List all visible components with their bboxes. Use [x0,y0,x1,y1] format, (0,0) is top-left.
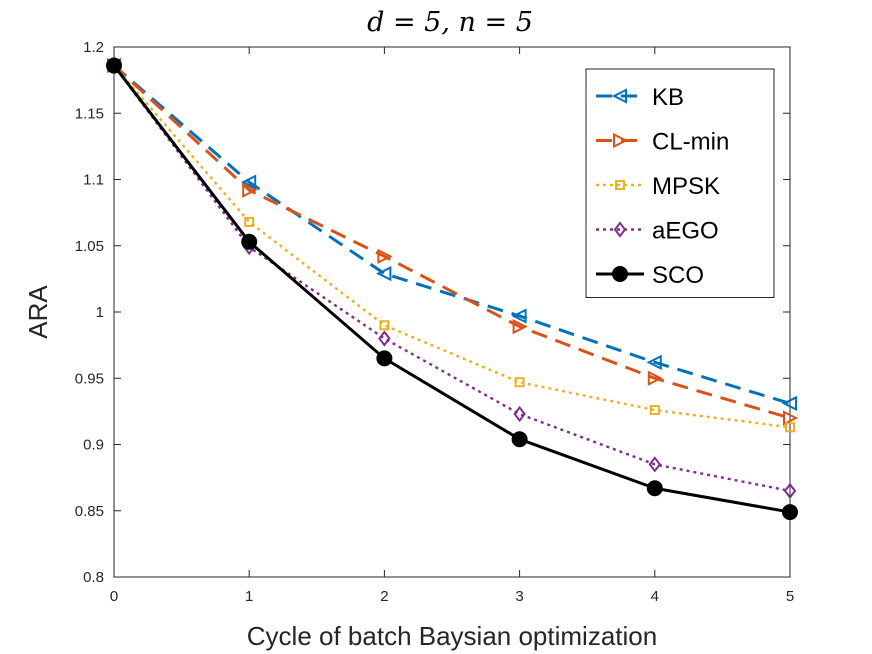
y-tick-label: 0.8 [83,569,104,586]
y-tick-label: 0.9 [83,437,104,454]
x-tick-label: 0 [110,588,118,605]
data-point [514,377,525,388]
y-tick-label: 0.95 [75,370,104,387]
y-tick-label: 1.2 [83,39,104,56]
legend-label: CL-min [652,129,729,156]
data-point [611,88,627,104]
data-point [646,480,663,497]
legend-item: CL-min [596,129,729,156]
series-line [112,64,791,514]
data-point [649,405,660,416]
y-tick-label: 1.1 [83,172,104,189]
data-point [613,132,629,149]
y-tick-label: 1.15 [75,105,104,122]
data-point [244,216,255,227]
chart-title: d = 5, n = 5 [367,7,533,38]
data-point [613,221,627,238]
data-point [647,370,664,386]
x-tick-label: 1 [245,588,253,605]
series-layer [105,57,799,521]
data-point [240,174,257,190]
data-point [379,320,390,331]
legend-item: KB [596,84,684,111]
data-point [785,422,795,433]
data-point [646,354,662,370]
data-point [242,182,258,198]
data-point [376,350,393,367]
y-tick-label: 0.85 [75,503,104,520]
legend-box [585,68,775,298]
data-point [511,431,528,448]
x-tick-label: 3 [515,588,523,605]
data-point [782,504,798,521]
legend: KB CL-min MPSK aEGO SCO [585,68,775,298]
series-cl-min [107,57,799,426]
x-axis-label: Cycle of batch Baysian optimization [247,621,657,651]
y-tick-label: 1.05 [75,238,104,255]
legend-label: SCO [652,262,704,289]
legend-label: KB [652,84,684,111]
data-point [378,330,391,347]
data-point [513,405,526,423]
x-tick-label: 5 [786,588,794,605]
data-point [783,410,799,426]
data-point [241,233,258,250]
series-line [112,64,791,420]
legend-label: MPSK [652,173,720,200]
series-line [113,64,791,405]
axes: 0 1 2 3 4 5 0.8 0.85 0.9 0.95 1 1.05 1.1 1.15 1.2 [75,39,794,605]
data-point [376,265,392,282]
data-point [615,180,625,190]
series-sco [106,57,798,521]
data-point [783,482,797,500]
y-tick-label: 1 [96,304,104,321]
data-point [648,456,662,473]
series-line [113,64,791,429]
data-point [377,248,393,264]
legend-item: MPSK [596,173,720,200]
legend-label: aEGO [652,218,719,245]
y-axis-label: ARA [23,285,53,339]
data-point [512,318,528,335]
x-tick-label: 4 [651,588,659,605]
data-point [511,308,527,324]
x-tick-label: 2 [380,588,388,605]
data-point [781,395,797,412]
data-point [106,57,122,74]
legend-item: aEGO [596,218,719,245]
data-point [612,266,628,282]
legend-item: SCO [596,262,704,289]
